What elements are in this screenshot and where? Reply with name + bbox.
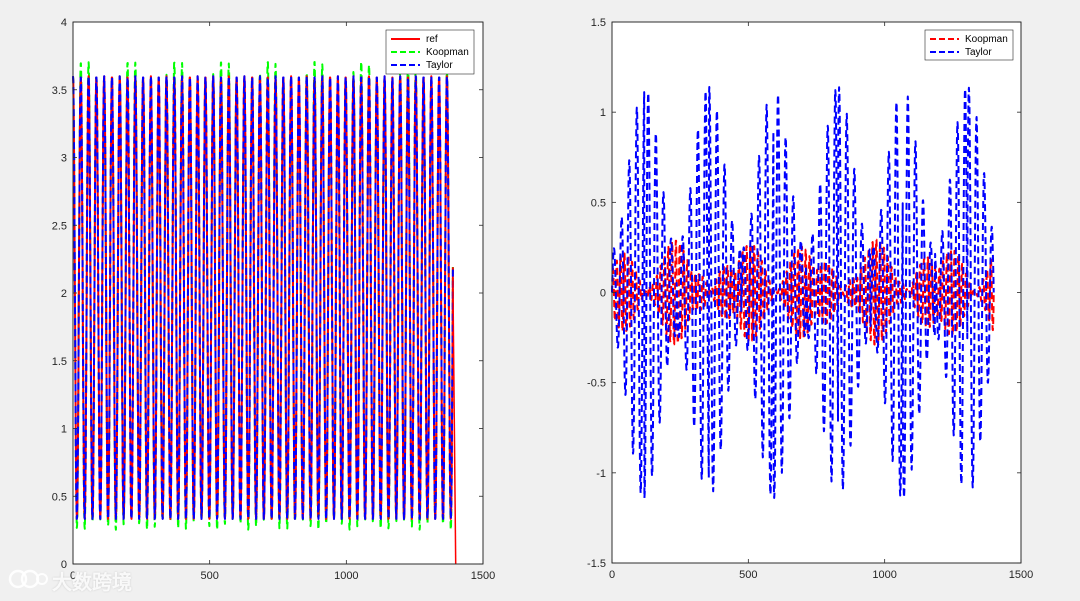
watermark-text: 大数跨境 [52,570,132,594]
right-plot-ticks: 0 500 1000 1500 -1.5 -1 -0.5 0 0.5 1 1.5 [587,17,1033,581]
y-tick-label: 2 [61,288,67,300]
y-tick-label: 3 [61,153,67,165]
x-tick-label: 500 [739,569,757,581]
y-tick-label: 0.5 [52,491,67,503]
left-plot-ticks: 0 500 1000 1500 0 0.5 1 1.5 2 2.5 3 3.5 4 [52,17,496,582]
x-tick-label: 0 [609,569,615,581]
x-tick-label: 1500 [1009,569,1033,581]
y-tick-label: 1.5 [52,356,67,368]
series-line-taylor [611,86,995,500]
right-plot: 0 500 1000 1500 -1.5 -1 -0.5 0 0.5 1 1.5 Koopman T… [587,17,1033,581]
right-legend: Koopman Taylor [924,29,1014,61]
watermark-logo [8,566,48,597]
x-tick-label: 1500 [471,570,495,582]
y-tick-label: 3.5 [52,85,67,97]
legend-label-koopman: Koopman [426,47,469,58]
legend-label-ref: ref [426,34,438,45]
left-legend: ref Koopman Taylor [385,29,475,75]
x-tick-label: 0 [70,570,76,582]
y-tick-label: 0 [600,288,606,300]
legend-label-taylor: Taylor [426,60,453,71]
x-tick-label: 500 [200,570,218,582]
y-tick-label: 1 [600,107,606,119]
y-tick-label: -1 [596,468,606,480]
y-tick-label: 1.5 [591,17,606,29]
y-tick-label: 2.5 [52,220,67,232]
right-legend-box [924,29,1014,61]
x-tick-label: 1000 [872,569,896,581]
left-plot-series [72,60,457,565]
y-tick-label: -0.5 [587,378,606,390]
y-tick-label: 0 [61,559,67,571]
series-line-taylor [72,75,454,520]
y-tick-label: -1.5 [587,558,606,570]
x-tick-label: 1000 [334,570,358,582]
series-end-drop [452,279,457,565]
right-plot-series [611,86,995,500]
y-tick-label: 1 [61,424,67,436]
legend-label-koopman-right: Koopman [965,34,1008,45]
y-tick-label: 4 [61,17,67,29]
legend-label-taylor-right: Taylor [965,47,992,58]
y-tick-label: 0.5 [591,197,606,209]
left-plot: 0 500 1000 1500 0 0.5 1 1.5 2 2.5 3 3.5 4 ref Koopma… [52,17,496,582]
